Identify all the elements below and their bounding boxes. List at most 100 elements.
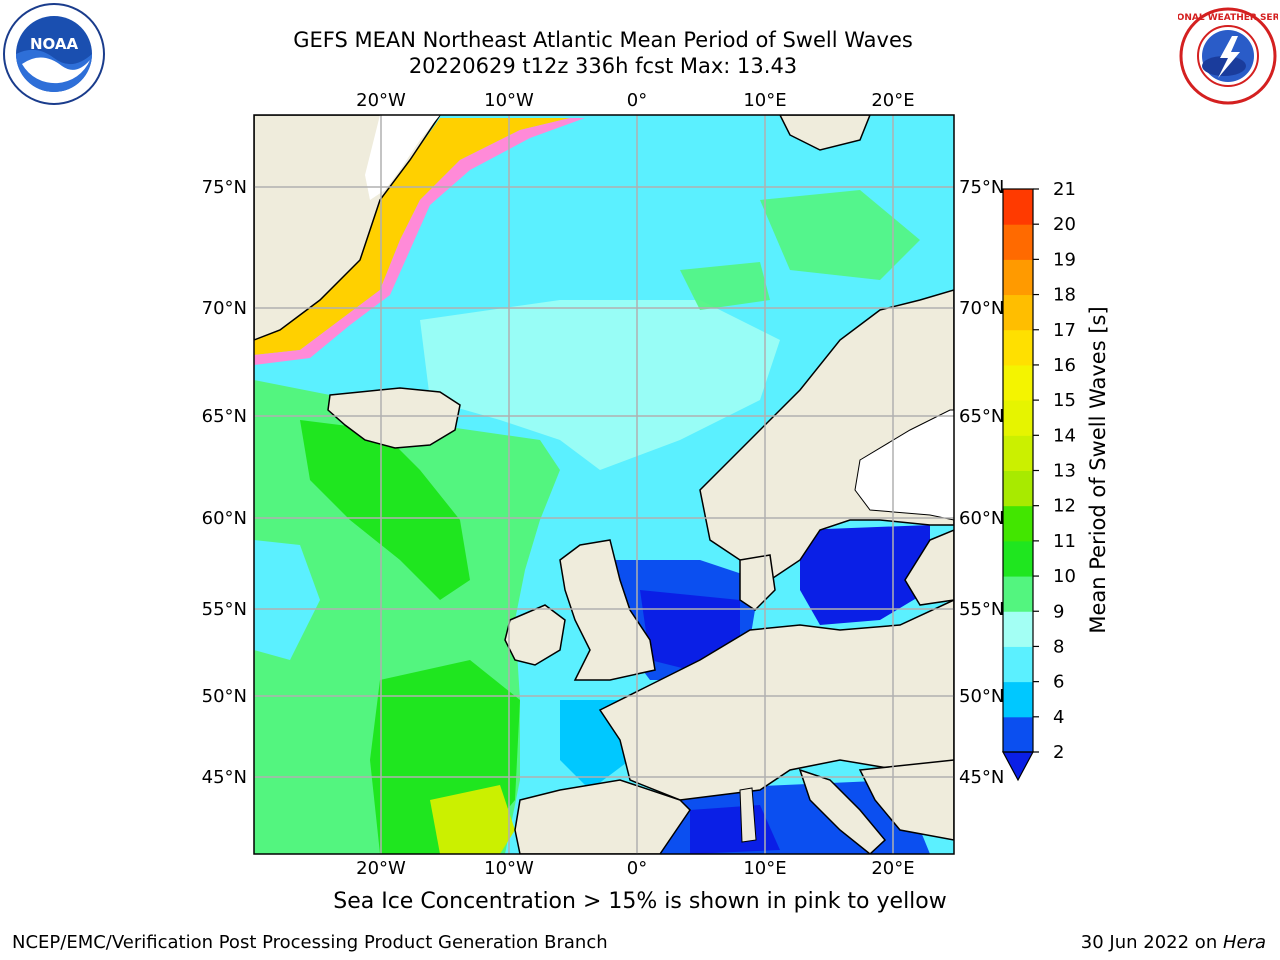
- gridlines: [254, 115, 954, 854]
- lat-labels-right: 75°N 70°N 65°N 60°N 55°N 50°N 45°N: [959, 177, 1004, 788]
- greenland-icefree-white: [365, 115, 440, 200]
- colorbar-tick-label: 16: [1053, 355, 1076, 376]
- colorbar-tick-label: 10: [1053, 566, 1076, 587]
- colorbar-tick-label: 11: [1053, 531, 1076, 552]
- lon-label-bottom: 0°: [627, 858, 647, 879]
- colorbar-segment: [1003, 540, 1033, 577]
- lat-label-left: 50°N: [202, 686, 247, 707]
- colorbar-segment: [1003, 646, 1033, 683]
- colorbar-tick-label: 20: [1053, 214, 1076, 235]
- colorbar-segment: [1003, 364, 1033, 401]
- green-patch-norwegian: [680, 262, 770, 310]
- colorbar-tick-label: 13: [1053, 461, 1076, 482]
- colorbar-segment: [1003, 294, 1033, 331]
- baltic-states: [904, 529, 954, 606]
- italy: [798, 768, 887, 854]
- lat-label-right: 55°N: [959, 599, 1004, 620]
- svalbard: [779, 115, 871, 151]
- colorbar-tick-label: 17: [1053, 320, 1076, 341]
- lon-label-bottom: 20°E: [871, 858, 914, 879]
- colorbar: 2 4 6 8 9 10 11 12 13 14 15 16 17 18 19 20 21: [1001, 179, 1076, 782]
- footer-date-text: 30 Jun 2022 on: [1080, 932, 1223, 953]
- ireland: [504, 604, 566, 666]
- noaa-logo: NOAA: [3, 3, 105, 105]
- lat-label-right: 65°N: [959, 406, 1004, 427]
- colorbar-segment: [1003, 611, 1033, 647]
- colorbar-segment: [1003, 470, 1033, 507]
- lat-label-left: 55°N: [202, 599, 247, 620]
- iceland: [327, 387, 461, 449]
- lon-label-bottom: 10°E: [743, 858, 786, 879]
- colorbar-segment: [1003, 259, 1033, 296]
- lat-label-right: 70°N: [959, 298, 1004, 319]
- footer-credit: NCEP/EMC/Verification Post Processing Pr…: [12, 932, 608, 953]
- colorbar-segment: [1003, 505, 1033, 542]
- colorbar-tick-label: 4: [1053, 707, 1064, 728]
- light-cyan-central: [420, 300, 780, 470]
- lon-labels-bottom: 20°W 10°W 0° 10°E 20°E: [356, 858, 914, 879]
- lat-label-left: 60°N: [202, 508, 247, 529]
- colorbar-tick-label: 21: [1053, 179, 1076, 200]
- lat-label-right: 60°N: [959, 508, 1004, 529]
- map-frame: [253, 114, 955, 855]
- sea-ice-caption: Sea Ice Concentration > 15% is shown in …: [333, 889, 947, 914]
- colorbar-tick-label: 18: [1053, 285, 1076, 306]
- chart-subtitle: 20220629 t12z 336h fcst Max: 13.43: [408, 54, 798, 78]
- colorbar-tick-label: 8: [1053, 636, 1064, 657]
- green-patch-barents: [760, 190, 920, 280]
- lon-label-bottom: 20°W: [356, 858, 406, 879]
- balkans: [858, 759, 954, 841]
- colorbar-tick-label: 2: [1053, 742, 1064, 763]
- colorbar-segment: [1003, 576, 1033, 612]
- colorbar-segment: [1003, 435, 1033, 471]
- nws-logo: NATIONAL WEATHER SERVICE: [1178, 7, 1278, 105]
- colorbar-extend-arrow: [1001, 751, 1035, 782]
- colorbar-tick-label: 9: [1053, 601, 1064, 622]
- colorbar-label: Mean Period of Swell Waves [s]: [1086, 306, 1110, 633]
- lat-label-right: 50°N: [959, 686, 1004, 707]
- colorbar-tick-label: 6: [1053, 672, 1064, 693]
- nws-logo-text: NATIONAL WEATHER SERVICE: [1178, 13, 1278, 23]
- lon-label-top: 0°: [627, 90, 647, 111]
- colorbar-tick-label: 15: [1053, 390, 1076, 411]
- lon-labels-top: 20°W 10°W 0° 10°E 20°E: [356, 90, 914, 111]
- lat-label-left: 65°N: [202, 406, 247, 427]
- sea-ice-yellow: [254, 118, 570, 355]
- colorbar-segment: [1003, 329, 1033, 366]
- lon-label-top: 20°W: [356, 90, 406, 111]
- corsica-sardinia: [739, 787, 757, 843]
- lat-label-left: 45°N: [202, 767, 247, 788]
- footer-host: Hera: [1222, 932, 1266, 953]
- lon-label-top: 20°E: [871, 90, 914, 111]
- lon-label-top: 10°E: [743, 90, 786, 111]
- mediterranean-west-deep: [690, 805, 780, 854]
- gulf-of-bothnia-white: [854, 409, 954, 521]
- lon-label-bottom: 10°W: [484, 858, 534, 879]
- noaa-logo-text: NOAA: [30, 35, 79, 53]
- continental-europe: [598, 599, 954, 801]
- colorbar-segment: [1003, 224, 1033, 260]
- baltic-sea: [800, 525, 930, 625]
- yellow-green-patch: [430, 785, 515, 854]
- colorbar-segment: [1003, 716, 1033, 753]
- colorbar-tick-label: 12: [1053, 496, 1076, 517]
- north-sea-southern: [640, 590, 740, 670]
- chart-title: GEFS MEAN Northeast Atlantic Mean Period…: [293, 28, 913, 52]
- lat-label-right: 45°N: [959, 767, 1004, 788]
- iberia: [514, 779, 691, 854]
- great-britain: [559, 539, 656, 681]
- lat-label-left: 70°N: [202, 298, 247, 319]
- colorbar-tick-label: 19: [1053, 249, 1076, 270]
- colorbar-segment: [1003, 400, 1033, 436]
- footer-date: 30 Jun 2022 on Hera: [1081, 932, 1266, 953]
- lat-labels-left: 75°N 70°N 65°N 60°N 55°N 50°N 45°N: [202, 177, 247, 788]
- lat-label-left: 75°N: [202, 177, 247, 198]
- lat-label-right: 75°N: [959, 177, 1004, 198]
- colorbar-segment: [1003, 189, 1033, 225]
- colorbar-segment: [1003, 681, 1033, 718]
- colorbar-tick-label: 14: [1053, 425, 1076, 446]
- lon-label-top: 10°W: [484, 90, 534, 111]
- cyan-patch-west: [254, 540, 320, 660]
- map-field: [254, 115, 954, 854]
